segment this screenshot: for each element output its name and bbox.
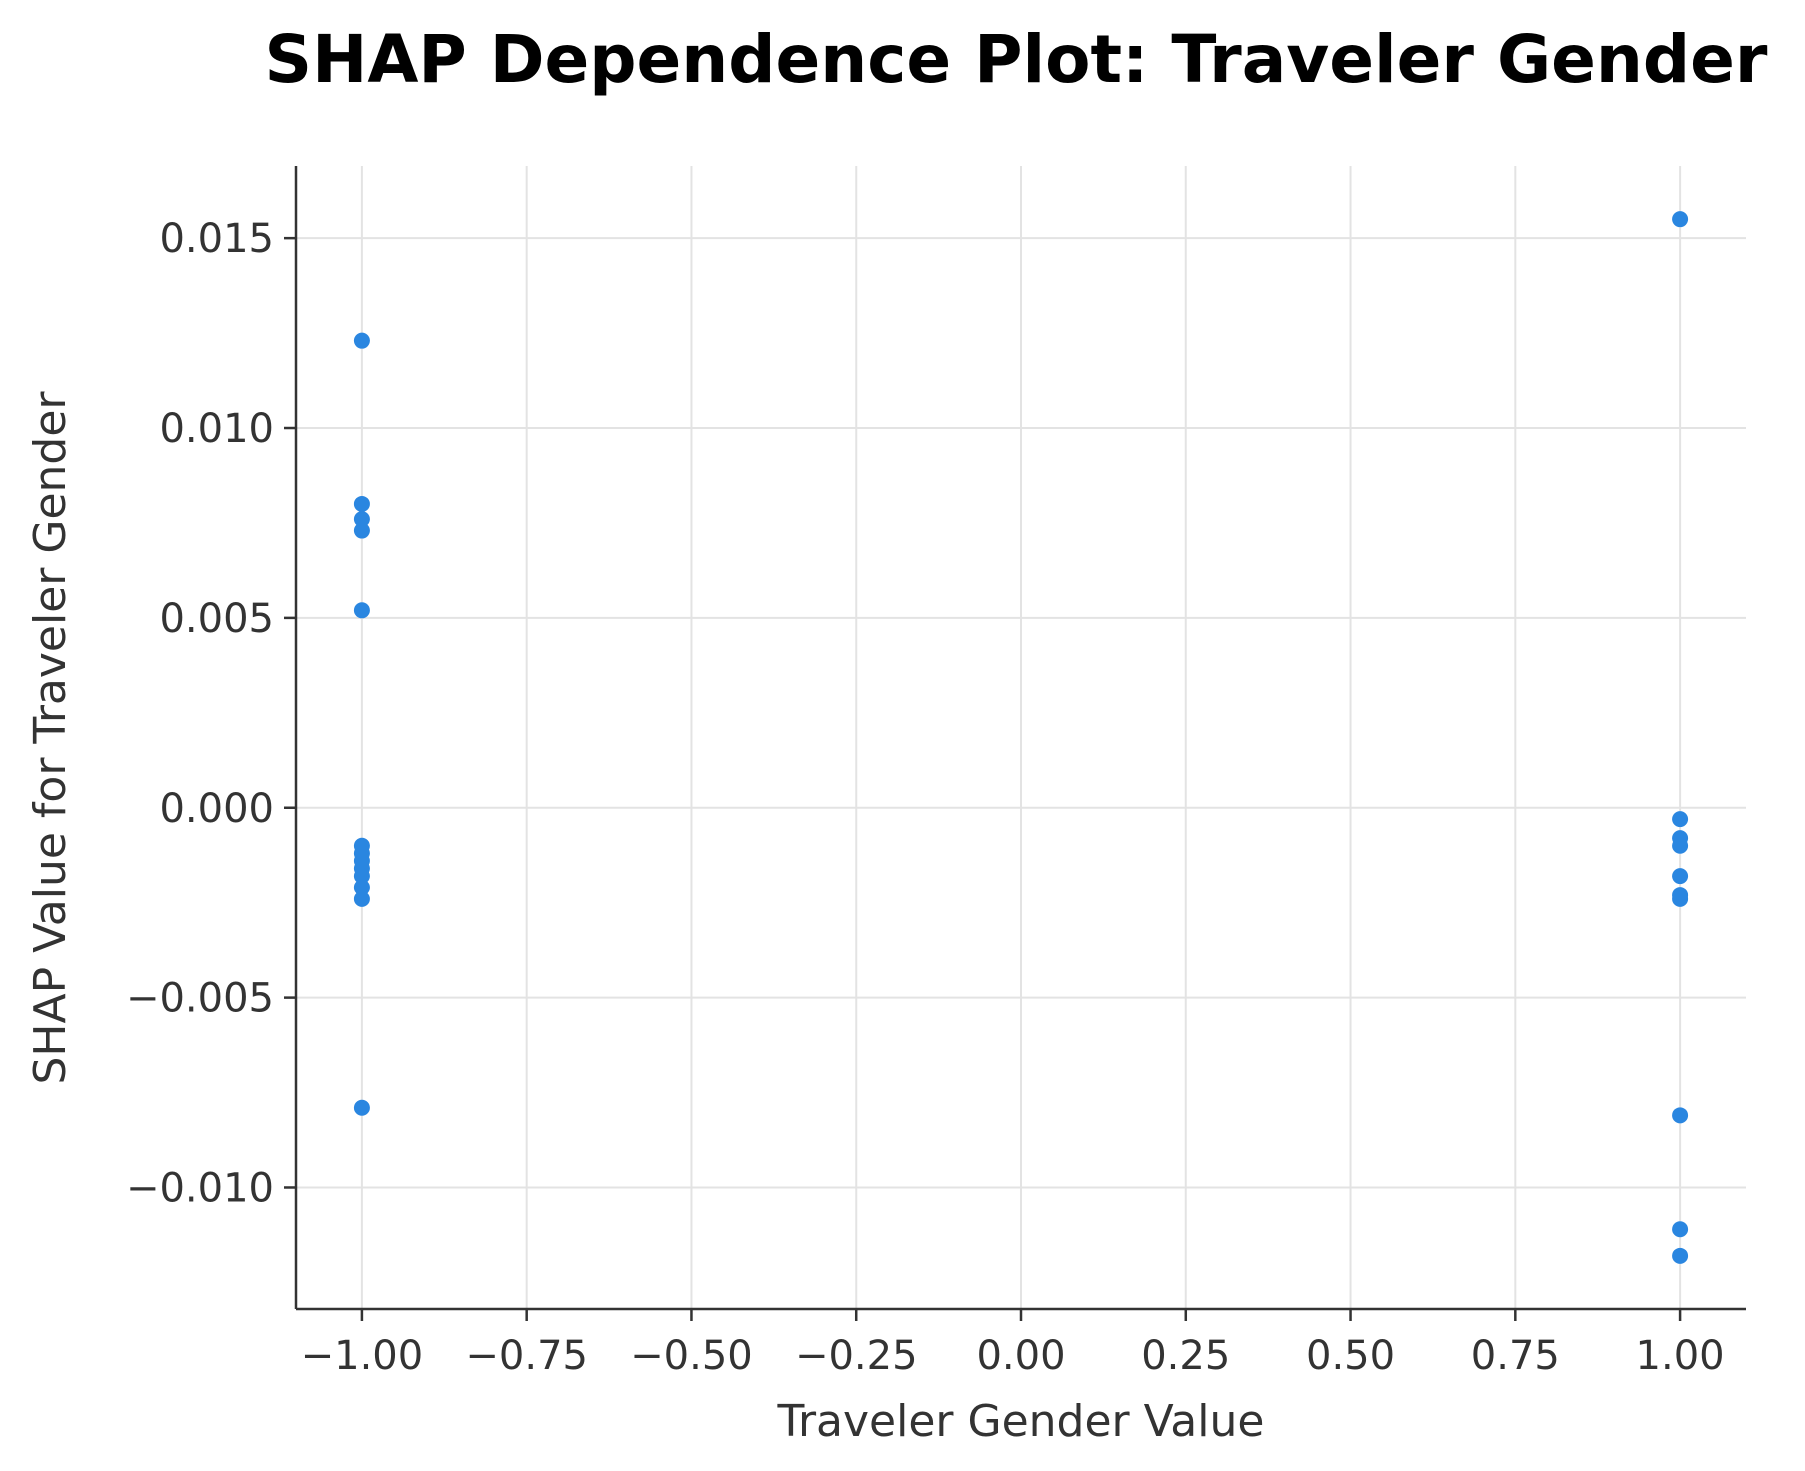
chart-title: SHAP Dependence Plot: Traveler Gender (265, 21, 1768, 98)
scatter-point (353, 332, 370, 349)
y-tick-label: 0.000 (159, 786, 274, 832)
scatter-point (353, 602, 370, 619)
y-axis-ticks: −0.010 −0.005 0.000 0.005 0.010 0.015 (126, 216, 296, 1211)
x-tick-label: 0.50 (1306, 1333, 1395, 1379)
x-axis-label: Traveler Gender Value (777, 1396, 1265, 1447)
y-axis-label: SHAP Value for Traveler Gender (25, 391, 76, 1085)
x-axis-ticks: −1.00 −0.75 −0.50 −0.25 0.00 0.25 0.50 0.75 1.00 (301, 1309, 1725, 1379)
scatter-point (1672, 1221, 1689, 1238)
x-tick-label: −1.00 (301, 1333, 424, 1379)
x-gridlines (360, 166, 1682, 1309)
scatter-point (1672, 1247, 1689, 1264)
y-tick-label: 0.005 (159, 596, 274, 642)
scatter-point (1672, 837, 1689, 854)
y-gridlines (296, 237, 1746, 1189)
y-tick-label: 0.010 (159, 406, 274, 452)
x-tick-label: 1.00 (1636, 1333, 1725, 1379)
x-tick-label: −0.50 (630, 1333, 753, 1379)
scatter-point (353, 868, 370, 885)
y-tick-label: 0.015 (159, 216, 274, 262)
scatter-point (1672, 811, 1689, 828)
scatter-point (1672, 1107, 1689, 1124)
scatter-point (353, 511, 370, 528)
x-tick-label: 0.75 (1471, 1333, 1560, 1379)
scatter-point (353, 1099, 370, 1116)
x-tick-label: −0.25 (795, 1333, 918, 1379)
y-tick-label: −0.005 (126, 976, 274, 1022)
scatter-point (353, 495, 370, 512)
y-tick-label: −0.010 (126, 1165, 274, 1211)
scatter-point (1672, 211, 1689, 228)
scatter-point (353, 890, 370, 907)
scatter-point (353, 522, 370, 539)
scatter-point (353, 879, 370, 896)
scatter-point (1672, 868, 1689, 885)
x-tick-label: 0.00 (976, 1333, 1065, 1379)
x-tick-label: −0.75 (465, 1333, 588, 1379)
data-points (353, 211, 1689, 1264)
scatter-point (1672, 890, 1689, 907)
x-tick-label: 0.25 (1141, 1333, 1230, 1379)
